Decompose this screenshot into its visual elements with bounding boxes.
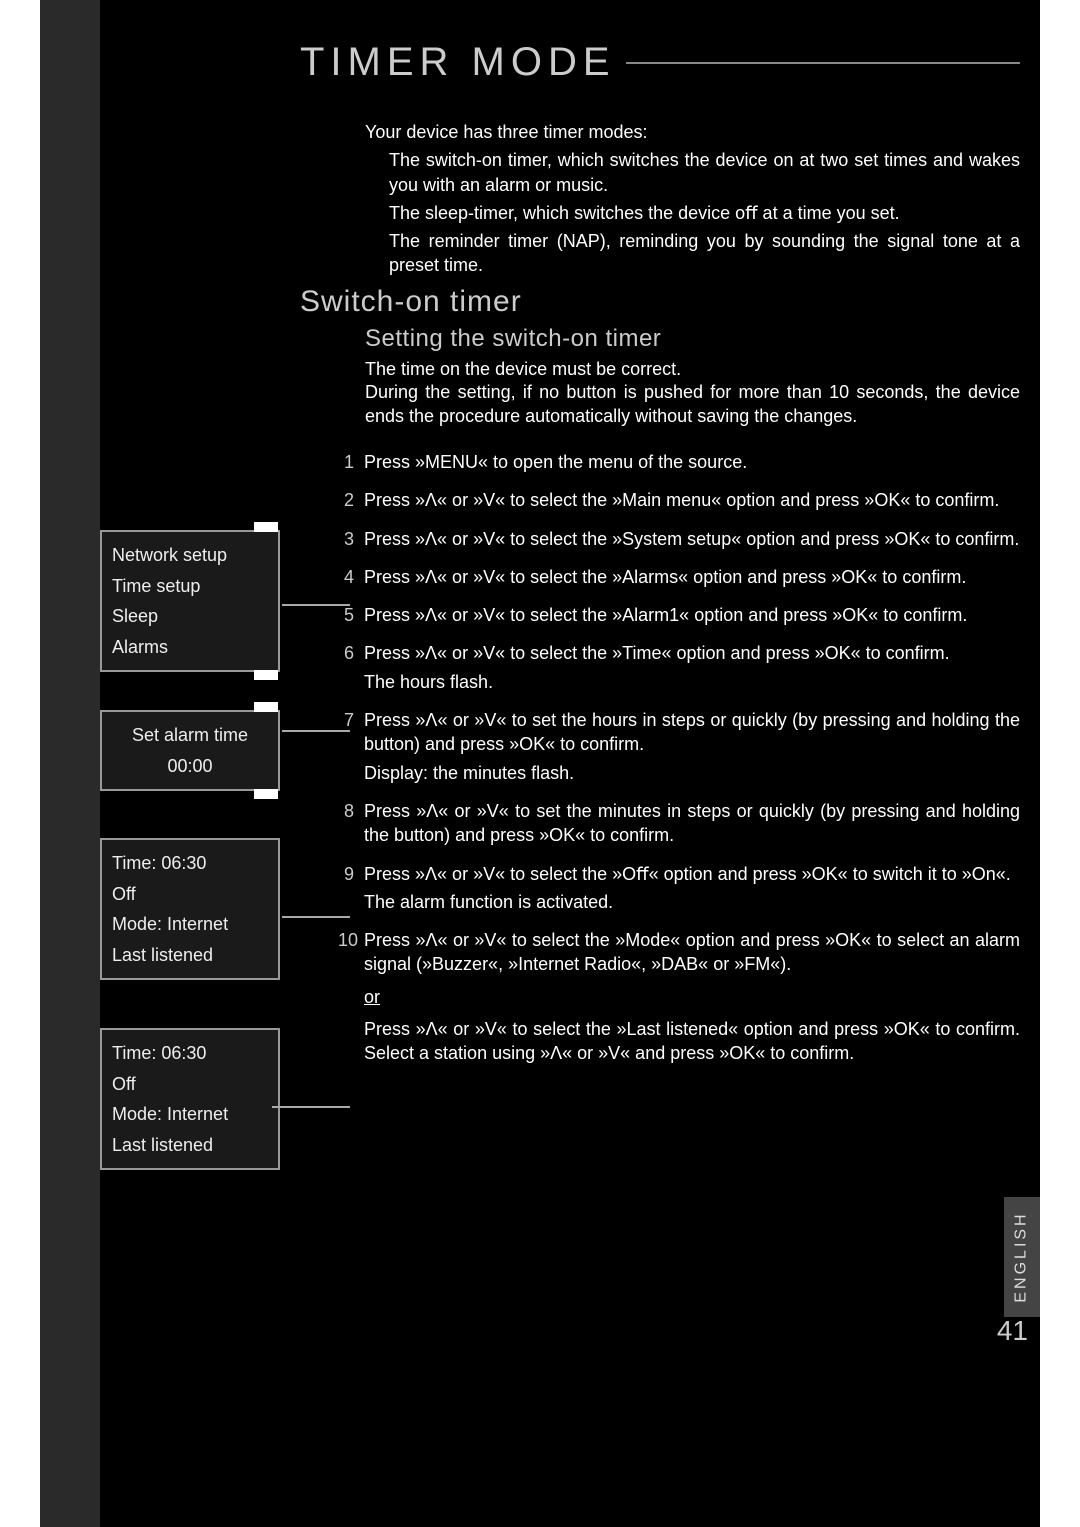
step-sub: The hours ﬂash. (364, 670, 1020, 694)
page-number: 41 (997, 1315, 1028, 1347)
section-heading: Switch-on timer (300, 285, 522, 319)
detail-line: Time: 06:30 (112, 848, 268, 879)
step-body: Press »Λ« or »V« to select the »Main men… (364, 488, 1020, 512)
step-7: 7 Press »Λ« or »V« to set the hours in s… (338, 708, 1020, 785)
step-num: 9 (338, 862, 364, 915)
language-text: ENGLISH (1013, 1211, 1031, 1302)
step-body: Press »Λ« or »V« to select the »Mode« op… (364, 928, 1020, 1065)
menu-item: Network setup (112, 540, 268, 571)
display-box-alarm-time: Set alarm time 00:00 (100, 710, 280, 791)
step-5: 5 Press »Λ« or »V« to select the »Alarm1… (338, 603, 1020, 627)
step-text: Press »Λ« or »V« to select the »Oﬀ« opti… (364, 862, 1020, 886)
menu-item: Alarms (112, 632, 268, 663)
step-body: Press »Λ« or »V« to select the »Alarm1« … (364, 603, 1020, 627)
detail-line: Last listened (112, 1130, 268, 1161)
step-6: 6 Press »Λ« or »V« to select the »Time« … (338, 641, 1020, 694)
connector-line (282, 916, 350, 918)
step-sub: The alarm function is activated. (364, 890, 1020, 914)
intro-block: Your device has three timer modes: The s… (365, 120, 1020, 278)
setting-note: The time on the device must be correct. … (365, 358, 1020, 428)
connector-line (282, 604, 350, 606)
sub-heading: Setting the switch-on timer (365, 325, 661, 353)
intro-sub2: The sleep-timer, which switches the devi… (365, 201, 1020, 225)
menu-item: Time setup (112, 571, 268, 602)
detail-line: Off (112, 1069, 268, 1100)
step-4: 4 Press »Λ« or »V« to select the »Alarms… (338, 565, 1020, 589)
step-num: 2 (338, 488, 364, 512)
or-label: or (364, 985, 1020, 1009)
connector-line (282, 730, 350, 732)
step-num: 3 (338, 527, 364, 551)
alarm-time: 00:00 (112, 751, 268, 782)
step-body: Press »Λ« or »V« to select the »System s… (364, 527, 1020, 551)
left-margin-bar (40, 0, 100, 1527)
step-text: Press »Λ« or »V« to select the »Mode« op… (364, 928, 1020, 977)
step-body: Press »Λ« or »V« to set the hours in ste… (364, 708, 1020, 785)
step-10: 10 Press »Λ« or »V« to select the »Mode«… (338, 928, 1020, 1065)
step-num: 10 (338, 928, 364, 1065)
detail-line: Last listened (112, 940, 268, 971)
step-alt: Press »Λ« or »V« to select the »Last lis… (364, 1017, 1020, 1066)
title-row: TIMER MODE (300, 40, 1020, 85)
detail-line: Mode: Internet (112, 1099, 268, 1130)
step-num: 7 (338, 708, 364, 785)
note-line1: The time on the device must be correct. (365, 358, 1020, 381)
step-body: Press »MENU« to open the menu of the sou… (364, 450, 1020, 474)
alarm-label: Set alarm time (112, 720, 268, 751)
step-8: 8 Press »Λ« or »V« to set the minutes in… (338, 799, 1020, 848)
step-body: Press »Λ« or »V« to set the minutes in s… (364, 799, 1020, 848)
step-text: Press »Λ« or »V« to select the »Time« op… (364, 641, 1020, 665)
step-num: 4 (338, 565, 364, 589)
detail-line: Mode: Internet (112, 909, 268, 940)
steps-list: 1 Press »MENU« to open the menu of the s… (338, 450, 1020, 1080)
page-title: TIMER MODE (300, 40, 616, 85)
display-box-menu: Network setup Time setup Sleep Alarms (100, 530, 280, 672)
step-num: 6 (338, 641, 364, 694)
intro-line1: Your device has three timer modes: (365, 120, 1020, 144)
menu-item: Sleep (112, 601, 268, 632)
step-text: Press »Λ« or »V« to set the hours in ste… (364, 708, 1020, 757)
title-rule (626, 62, 1020, 64)
note-line2: During the setting, if no button is push… (365, 381, 1020, 428)
step-num: 5 (338, 603, 364, 627)
step-num: 8 (338, 799, 364, 848)
step-3: 3 Press »Λ« or »V« to select the »System… (338, 527, 1020, 551)
language-tab: ENGLISH (1004, 1197, 1040, 1317)
step-body: Press »Λ« or »V« to select the »Alarms« … (364, 565, 1020, 589)
step-9: 9 Press »Λ« or »V« to select the »Oﬀ« op… (338, 862, 1020, 915)
step-num: 1 (338, 450, 364, 474)
step-2: 2 Press »Λ« or »V« to select the »Main m… (338, 488, 1020, 512)
step-1: 1 Press »MENU« to open the menu of the s… (338, 450, 1020, 474)
content-area: TIMER MODE Your device has three timer m… (100, 0, 1040, 1527)
display-box-alarm-details-1: Time: 06:30 Off Mode: Internet Last list… (100, 838, 280, 980)
detail-line: Off (112, 879, 268, 910)
display-box-alarm-details-2: Time: 06:30 Off Mode: Internet Last list… (100, 1028, 280, 1170)
step-body: Press »Λ« or »V« to select the »Oﬀ« opti… (364, 862, 1020, 915)
step-body: Press »Λ« or »V« to select the »Time« op… (364, 641, 1020, 694)
intro-sub3: The reminder timer (NAP), reminding you … (365, 229, 1020, 278)
page: TIMER MODE Your device has three timer m… (40, 0, 1040, 1527)
detail-line: Time: 06:30 (112, 1038, 268, 1069)
step-sub: Display: the minutes ﬂash. (364, 761, 1020, 785)
intro-sub1: The switch-on timer, which switches the … (365, 148, 1020, 197)
connector-line (272, 1106, 350, 1108)
